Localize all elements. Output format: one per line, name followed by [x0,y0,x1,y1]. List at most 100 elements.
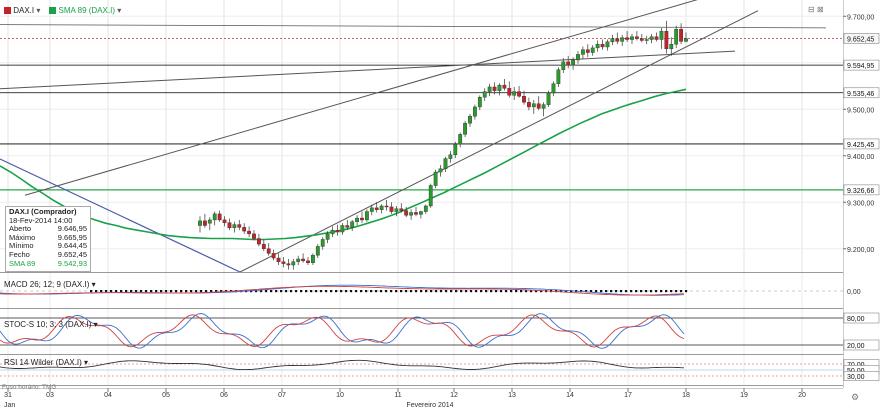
stochastic-d-line [0,314,685,348]
y-axis[interactable]: 9.700,009.600,009.500,009.400,009.300,00… [843,0,880,388]
chevron-down-icon[interactable]: ▾ [91,280,96,289]
candle-body [659,30,664,40]
chevron-down-icon[interactable]: ▾ [93,320,98,329]
candle-body [531,103,536,108]
macd-histogram-bar [520,290,523,293]
macd-histogram-bar [145,290,148,293]
candle-body [674,29,679,45]
candle [428,183,433,208]
close-icon[interactable]: ⊠ [816,5,824,14]
macd-legend[interactable]: MACD 26; 12; 9 (DAX.I) ▾ [4,280,96,289]
candle-body [669,43,674,50]
candle-body [306,260,310,263]
minimize-icon[interactable]: ⊟ [808,5,815,14]
rsi-pane[interactable]: RSI 14 Wilder (DAX.I) ▾ [0,355,843,386]
macd-histogram-bar [165,290,168,293]
price-level-label: 9.326,66 [847,188,874,195]
stochastic-pane[interactable]: STOC-S 10; 3; 3 (DAX.I) ▾ [0,309,843,355]
candle-body [507,88,512,96]
candle-body [212,213,217,221]
candle-body [242,227,247,232]
candle [222,216,227,227]
candle-body [320,239,325,247]
macd-pane[interactable]: MACD 26; 12; 9 (DAX.I) ▾ [0,273,843,309]
candle-body [271,253,276,259]
candle [232,221,237,233]
candle [301,253,305,263]
chevron-down-icon[interactable]: ▾ [117,6,122,15]
macd-chart[interactable] [0,273,843,308]
candle-body [389,206,394,212]
macd-histogram-bar [415,290,418,293]
candle [252,230,256,241]
candle [335,224,340,236]
candle-body [453,143,458,156]
candle [625,31,629,42]
candle-body [232,224,237,229]
x-axis[interactable]: 31 03 04 05 06 07 10 11 12 13 14 17 18 19 20 Jan Feverei… [0,388,880,410]
candle-body [281,261,286,264]
settings-icon[interactable]: ⚙ [851,392,860,402]
macd-histogram-bar [305,290,308,293]
y-tick-label: 9.400,00 [847,154,874,161]
candle-body [522,96,526,103]
candle [203,213,207,228]
candle [325,231,330,244]
macd-histogram-bar [340,290,343,293]
macd-histogram-bar [300,290,303,293]
macd-histogram-bar [500,290,503,293]
candle-body [252,233,256,239]
macd-histogram-bar [505,290,508,293]
candle-body [581,49,585,55]
candle-body [266,248,271,254]
pane-controls[interactable]: ⊟ ⊠ [808,5,824,14]
macd-histogram-bar [255,290,258,293]
price-pane[interactable]: DAX.I ▾ SMA 89 (DAX.I) ▾ ⊟ ⊠ [0,0,843,273]
candle-body [355,217,359,222]
candle [531,99,536,114]
macd-histogram-bar [260,290,263,293]
macd-histogram-bar [460,290,463,293]
macd-histogram-bar [170,290,173,293]
candle [473,104,477,120]
candle-body [399,208,404,211]
chevron-down-icon[interactable]: ▾ [36,6,41,15]
candle [541,102,546,117]
candle [576,51,580,64]
stochastic-legend[interactable]: STOC-S 10; 3; 3 (DAX.I) ▾ [4,320,98,329]
rsi-chart[interactable] [0,355,843,385]
symbol-legend[interactable]: DAX.I ▾ SMA 89 (DAX.I) ▾ [4,6,121,15]
stochastic-chart[interactable] [0,309,843,354]
candle [345,219,350,231]
x-tick-label: 19 [740,392,748,399]
macd-histogram-bar [625,290,628,293]
chevron-down-icon[interactable]: ▾ [84,358,89,367]
candle [664,20,669,54]
rsi-legend[interactable]: RSI 14 Wilder (DAX.I) ▾ [4,358,88,367]
candle [527,97,531,111]
candle [468,113,472,127]
info-value: 9.646,95 [57,224,87,234]
candle [355,215,359,226]
candle-body [369,207,374,212]
macd-histogram-bar [670,290,673,293]
candle [546,90,551,107]
x-tick-label: 04 [104,392,112,399]
price-chart[interactable] [0,0,843,272]
candle [212,211,217,226]
candle-body [477,96,482,108]
candle [394,205,399,217]
macd-histogram-bar [330,290,333,293]
candle-body [227,222,232,229]
macd-histogram-bar [195,290,198,293]
trend-line [239,10,759,272]
candle-body [512,91,517,96]
macd-histogram-bar [185,290,188,293]
info-key: Mínimo [9,241,34,251]
sma-color-swatch [49,7,57,15]
candle [247,226,251,238]
x-tick-label: 31 [4,392,12,399]
macd-histogram-bar [535,290,538,293]
macd-histogram-bar [320,290,323,293]
